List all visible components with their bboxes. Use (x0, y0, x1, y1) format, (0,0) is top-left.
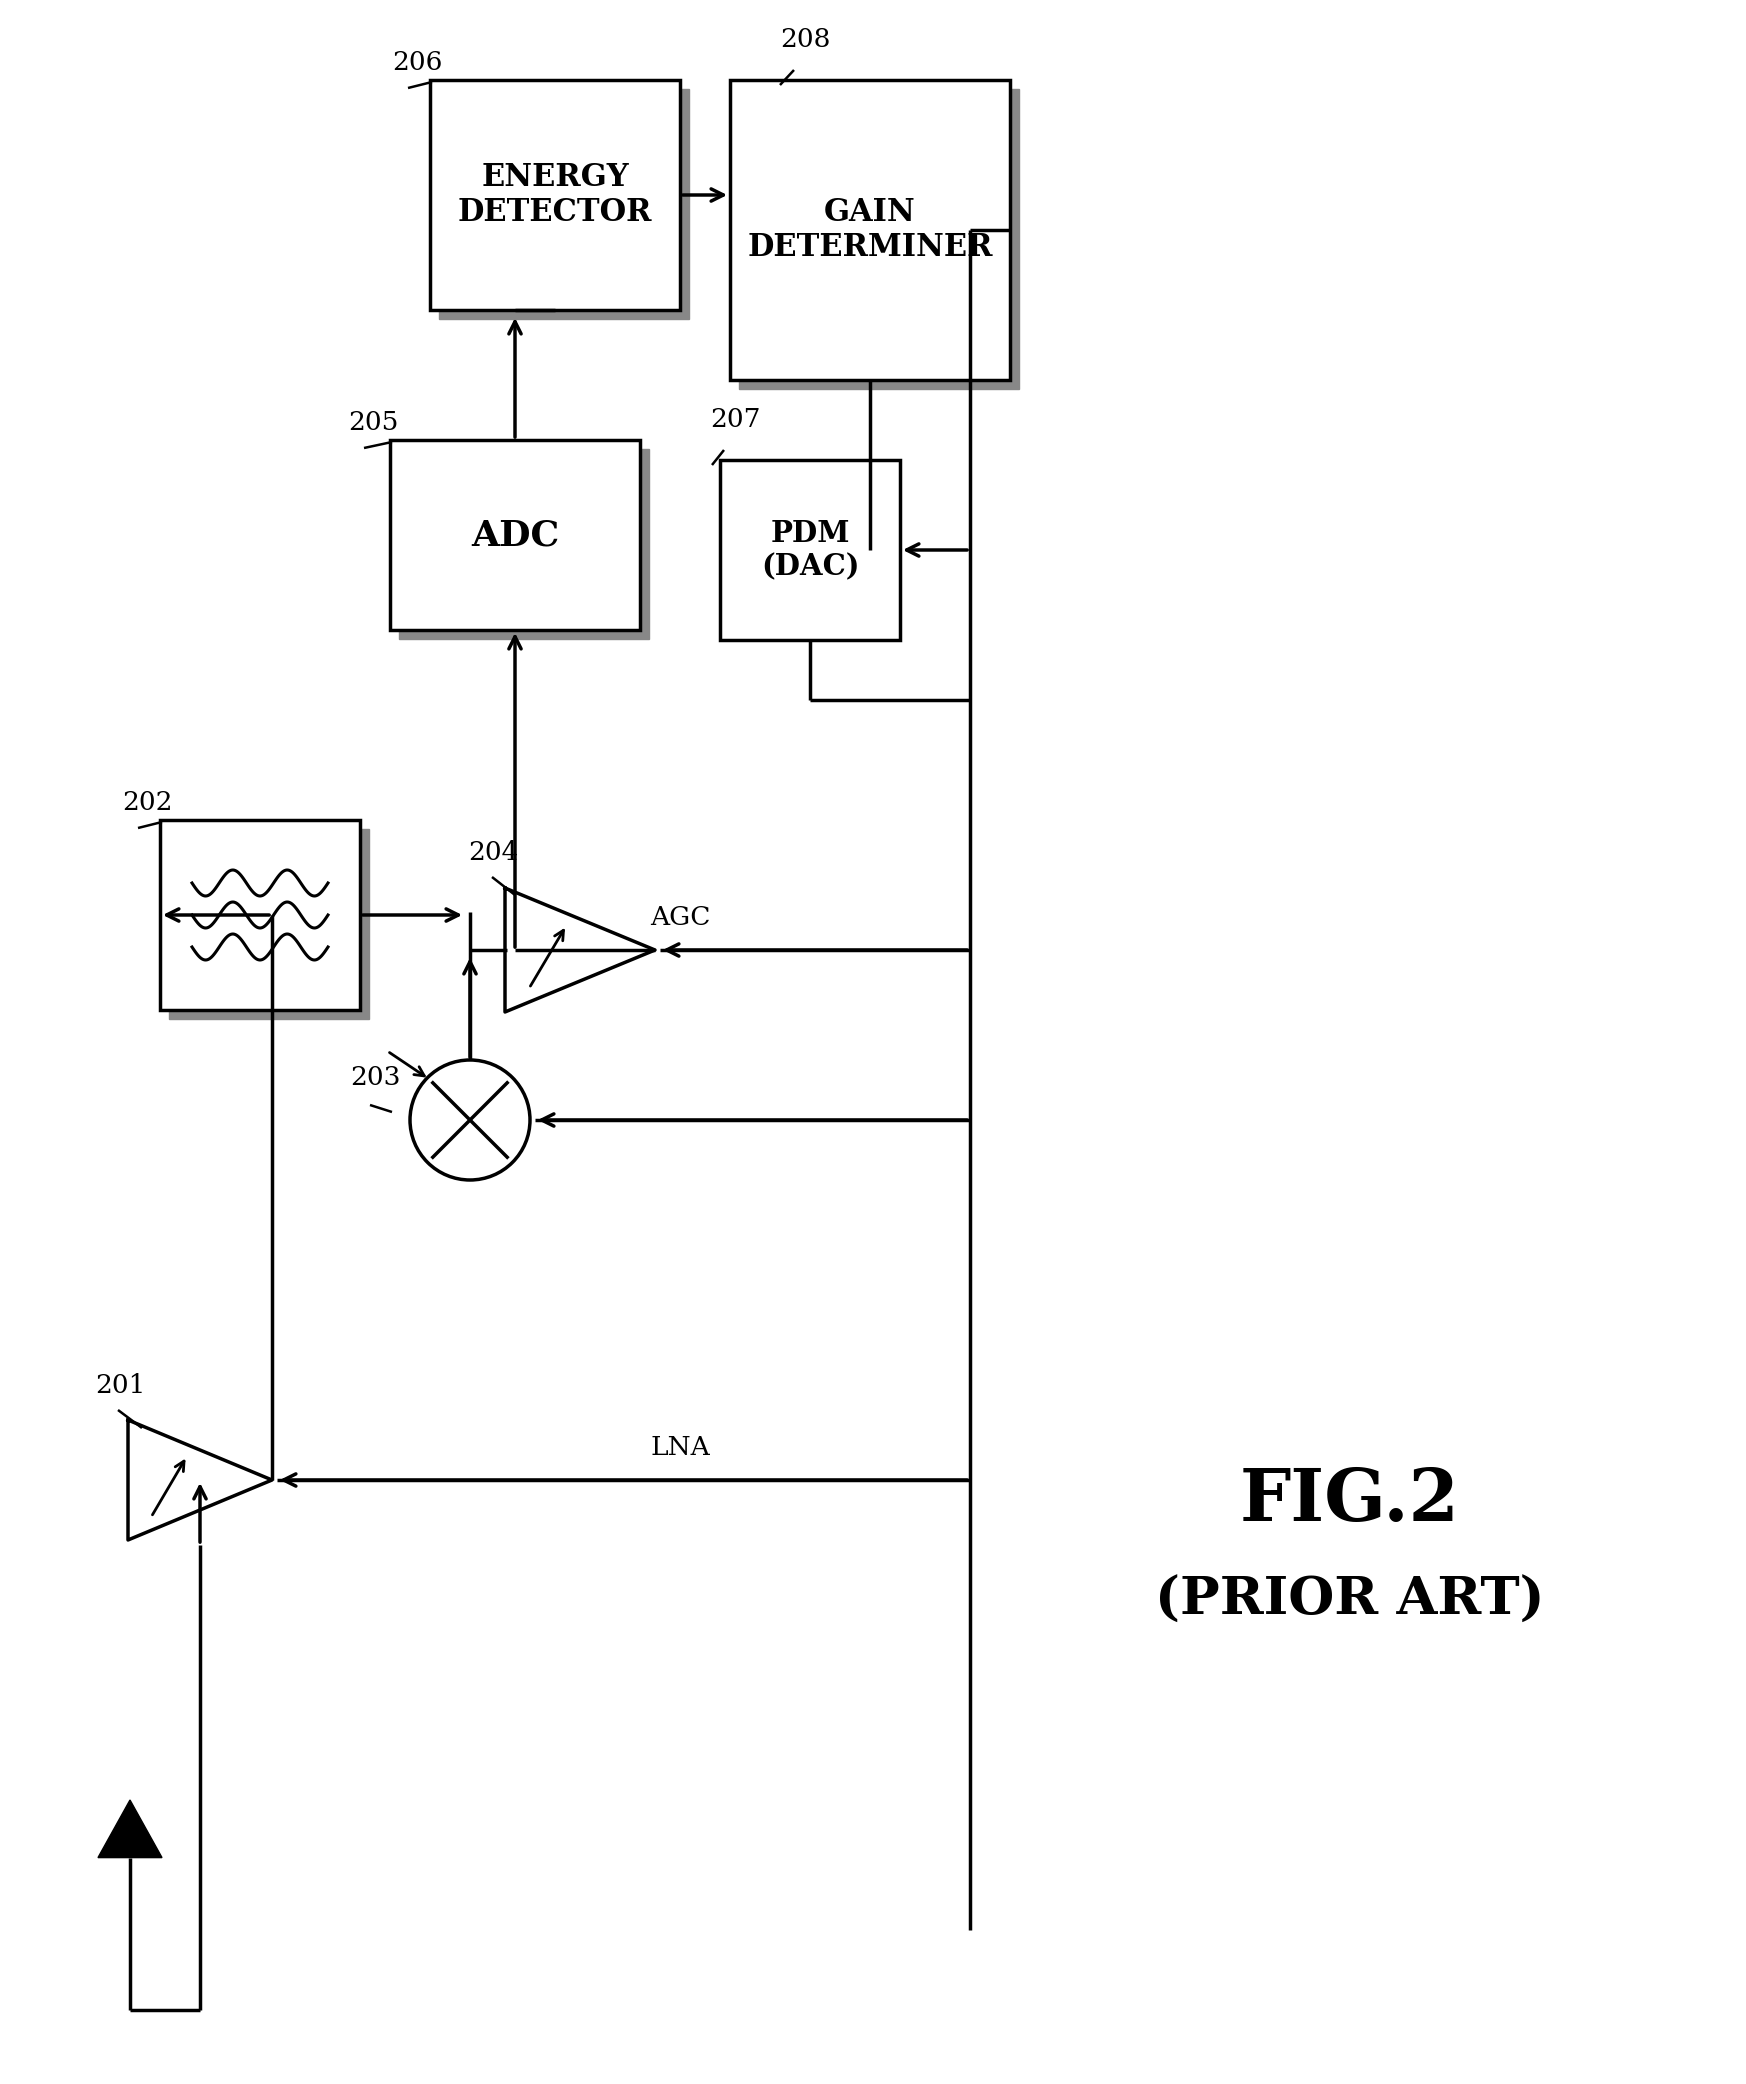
Text: 208: 208 (780, 27, 831, 52)
Text: ENERGY
DETECTOR: ENERGY DETECTOR (457, 163, 653, 229)
Bar (169, 829, 368, 1019)
Bar (730, 79, 1009, 379)
Bar (430, 79, 679, 311)
Text: (PRIOR ART): (PRIOR ART) (1156, 1576, 1545, 1626)
Bar (161, 819, 360, 1011)
Text: AGC: AGC (650, 904, 711, 929)
Text: 203: 203 (349, 1065, 400, 1090)
Bar (739, 90, 1020, 390)
Text: PDM
(DAC): PDM (DAC) (761, 519, 859, 581)
Polygon shape (98, 1801, 162, 1857)
Text: ADC: ADC (471, 519, 559, 552)
Text: LNA: LNA (650, 1436, 711, 1461)
Bar (438, 90, 690, 319)
Bar (719, 461, 899, 640)
Polygon shape (127, 1419, 272, 1540)
Text: 207: 207 (711, 406, 761, 431)
Text: FIG.2: FIG.2 (1240, 1465, 1460, 1536)
Text: 205: 205 (347, 411, 398, 436)
Text: 204: 204 (468, 840, 519, 865)
Text: 202: 202 (122, 790, 173, 815)
Text: 201: 201 (94, 1373, 145, 1398)
Polygon shape (505, 888, 655, 1013)
Bar (400, 448, 650, 640)
Bar (389, 440, 641, 629)
Text: GAIN
DETERMINER: GAIN DETERMINER (747, 196, 993, 263)
Text: 206: 206 (393, 50, 442, 75)
